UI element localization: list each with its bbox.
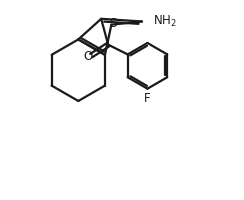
Text: S: S: [109, 17, 116, 30]
Text: NH$_2$: NH$_2$: [153, 14, 177, 29]
Text: F: F: [144, 92, 151, 105]
Text: O: O: [83, 50, 92, 63]
